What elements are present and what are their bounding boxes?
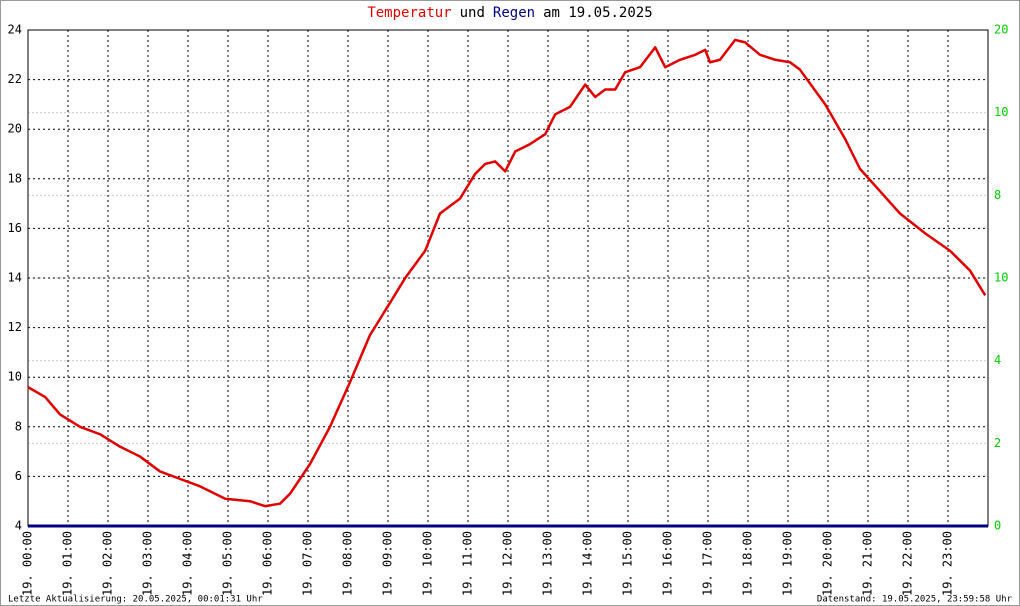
y-tick-label: 22 <box>8 72 22 86</box>
x-tick-label: 19. 15:00 <box>621 531 635 596</box>
x-tick-label: 19. 22:00 <box>901 531 915 596</box>
title-part: am 19.05.2025 <box>543 5 653 21</box>
x-tick-label: 19. 02:00 <box>101 531 115 596</box>
x-tick-label: 19. 11:00 <box>461 531 475 596</box>
x-tick-label: 19. 00:00 <box>21 531 35 596</box>
x-tick-label: 19. 07:00 <box>301 531 315 596</box>
x-tick-label: 19. 17:00 <box>701 531 715 596</box>
y2-tick-label: 10 <box>994 271 1008 285</box>
title-part: und <box>460 5 485 21</box>
y-tick-label: 24 <box>8 23 22 37</box>
x-tick-label: 19. 05:00 <box>221 531 235 596</box>
y-tick-label: 16 <box>8 221 22 235</box>
x-tick-label: 19. 14:00 <box>581 531 595 596</box>
x-tick-label: 19. 04:00 <box>181 531 195 596</box>
x-tick-label: 19. 09:00 <box>381 531 395 596</box>
x-tick-label: 19. 19:00 <box>781 531 795 596</box>
x-tick-label: 19. 16:00 <box>661 531 675 596</box>
y2-tick-label: 4 <box>994 353 1001 367</box>
y2-tick-label: 10 <box>994 105 1008 119</box>
x-tick-label: 19. 03:00 <box>141 531 155 596</box>
title-part: Regen <box>493 5 535 21</box>
footer-left: Letzte Aktualisierung: 20.05.2025, 00:01… <box>8 595 263 605</box>
series-line <box>27 38 987 508</box>
y2-tick-label: 8 <box>994 188 1001 202</box>
y-tick-label: 4 <box>15 519 22 533</box>
x-tick-label: 19. 21:00 <box>861 531 875 596</box>
y-tick-label: 6 <box>15 469 22 483</box>
y2-tick-label: 0 <box>994 519 1001 533</box>
title-part: Temperatur <box>367 5 451 21</box>
y-tick-label: 10 <box>8 370 22 384</box>
x-tick-label: 19. 01:00 <box>61 531 75 596</box>
x-tick-label: 19. 20:00 <box>821 531 835 596</box>
chart-title: Temperatur und Regen am 19.05.2025 <box>367 5 652 21</box>
y-tick-label: 8 <box>15 419 22 433</box>
x-tick-label: 19. 12:00 <box>501 531 515 596</box>
x-tick-label: 19. 08:00 <box>341 531 355 596</box>
x-tick-label: 19. 13:00 <box>541 531 555 596</box>
footer-right: Datenstand: 19.05.2025, 23:59:58 Uhr <box>817 595 1013 605</box>
y-tick-label: 20 <box>8 122 22 136</box>
y-tick-label: 12 <box>8 320 22 334</box>
y2-tick-label: 2 <box>994 436 1001 450</box>
x-tick-label: 19. 10:00 <box>421 531 435 596</box>
y2-tick-label: 20 <box>994 23 1008 37</box>
y-tick-label: 18 <box>8 171 22 185</box>
y-tick-label: 14 <box>8 271 22 285</box>
x-tick-label: 19. 18:00 <box>741 531 755 596</box>
x-tick-label: 19. 23:00 <box>941 531 955 596</box>
x-tick-label: 19. 06:00 <box>261 531 275 596</box>
